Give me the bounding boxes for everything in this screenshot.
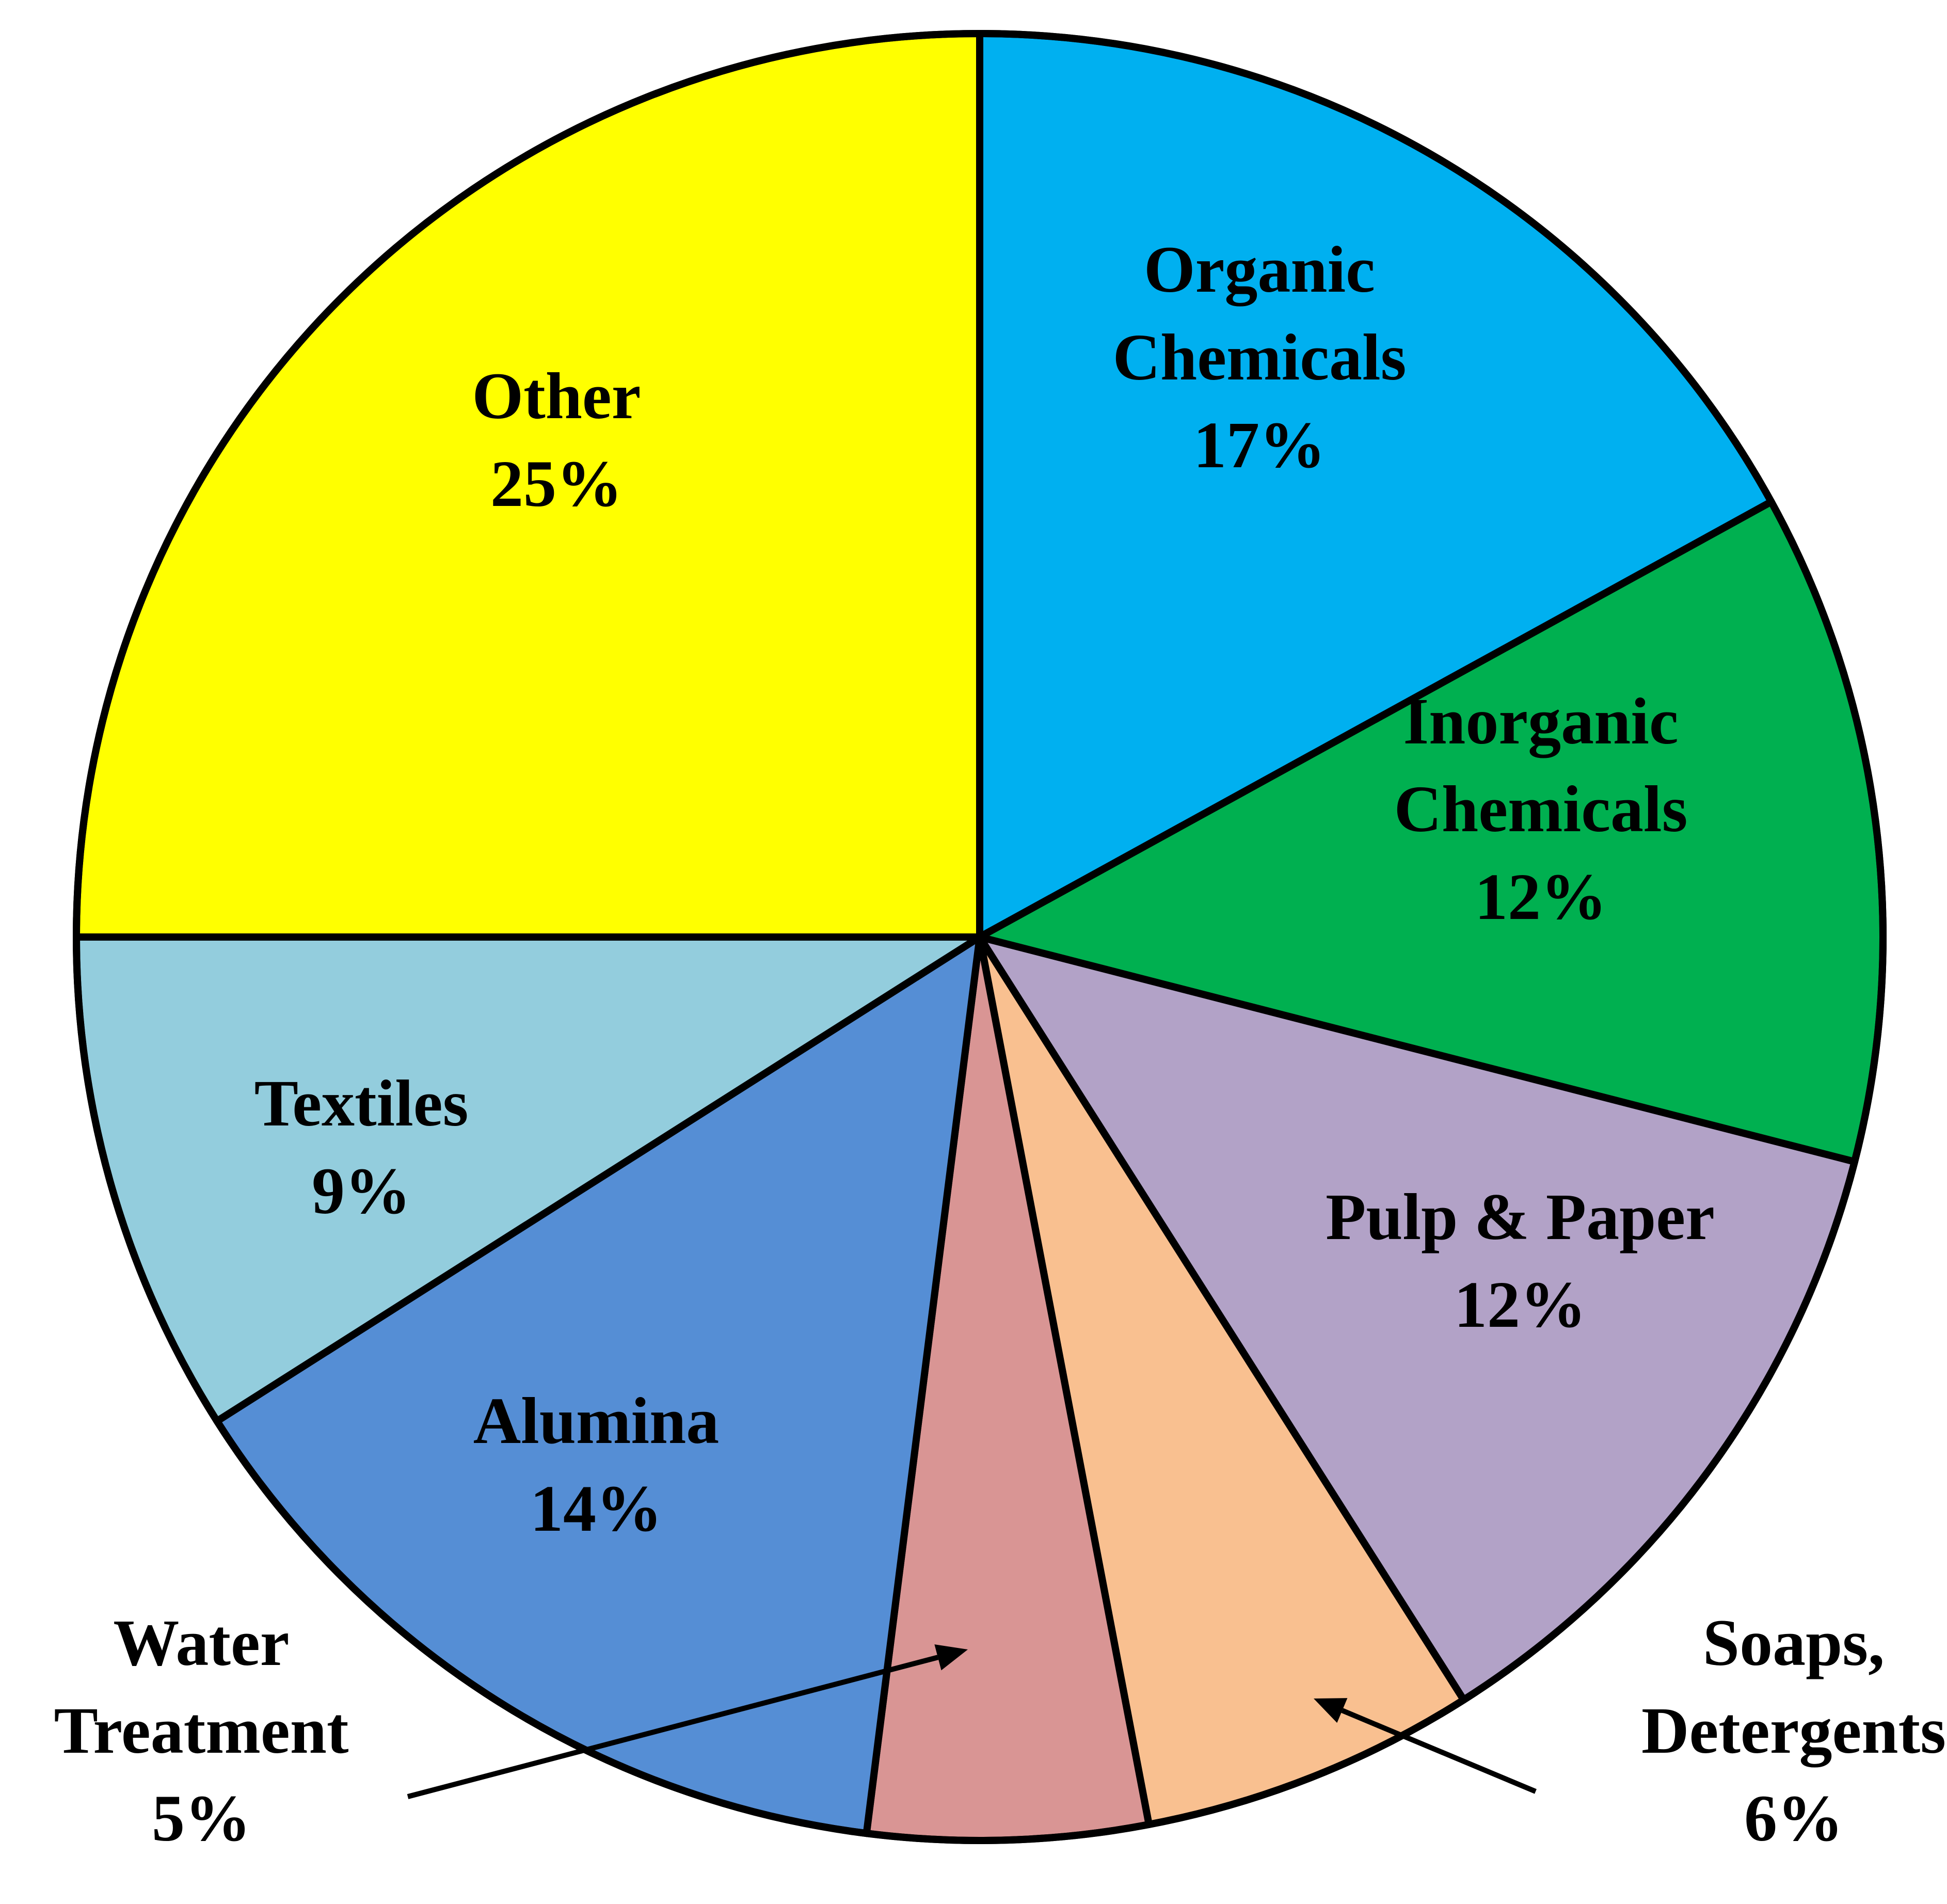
slice-percent-soaps-detergents: 6%	[1744, 1782, 1843, 1855]
slice-label-water-treatment: Water Treatment 5%	[54, 1606, 348, 1855]
slice-name-other: Other	[472, 359, 641, 433]
slice-name-organic-chemicals: Chemicals	[1113, 321, 1407, 394]
slice-label-alumina: Alumina 14%	[473, 1384, 720, 1545]
slice-name-water-treatment: Water	[113, 1606, 289, 1679]
slice-name-water-treatment: Treatment	[54, 1694, 348, 1767]
slice-percent-textiles: 9%	[312, 1154, 411, 1228]
pie-slices	[73, 30, 1887, 1844]
callout-arrows	[407, 1644, 1537, 1799]
slice-name-inorganic-chemicals: Chemicals	[1394, 772, 1688, 846]
slice-name-pulp-paper: Pulp & Paper	[1326, 1180, 1715, 1254]
slice-name-organic-chemicals: Organic	[1144, 233, 1375, 306]
slice-percent-alumina: 14%	[530, 1472, 662, 1545]
callout-arrowhead-water-treatment	[934, 1644, 968, 1671]
slice-name-alumina: Alumina	[473, 1384, 720, 1457]
slice-label-organic-chemicals: Organic Chemicals 17%	[1113, 233, 1407, 482]
slice-label-other: Other 25%	[472, 359, 641, 520]
slice-name-soaps-detergents: Soaps,	[1703, 1606, 1885, 1679]
slice-percent-organic-chemicals: 17%	[1193, 408, 1326, 482]
pie-outline	[73, 30, 1887, 1844]
slice-label-inorganic-chemicals: Inorganic Chemicals 12%	[1394, 685, 1688, 933]
callout-line-water-treatment	[407, 1655, 939, 1799]
slice-labels: Organic Chemicals 17% Inorganic Chemicals 12%…	[54, 233, 1946, 1855]
callout-line-soaps-detergents	[1341, 1708, 1537, 1794]
slice-label-soaps-detergents: Soaps, Detergents 6%	[1641, 1606, 1946, 1855]
slice-name-soaps-detergents: Detergents	[1641, 1694, 1946, 1767]
callout-arrowhead-soaps-detergents	[1314, 1698, 1348, 1723]
slice-name-inorganic-chemicals: Inorganic	[1403, 685, 1678, 758]
slice-percent-inorganic-chemicals: 12%	[1475, 860, 1607, 933]
slice-percent-other: 25%	[490, 447, 623, 520]
slice-percent-water-treatment: 5%	[152, 1782, 251, 1855]
slice-label-textiles: Textiles 9%	[254, 1067, 469, 1228]
slice-label-pulp-paper: Pulp & Paper 12%	[1326, 1180, 1715, 1341]
slice-name-textiles: Textiles	[254, 1067, 469, 1140]
slice-percent-pulp-paper: 12%	[1454, 1268, 1586, 1341]
